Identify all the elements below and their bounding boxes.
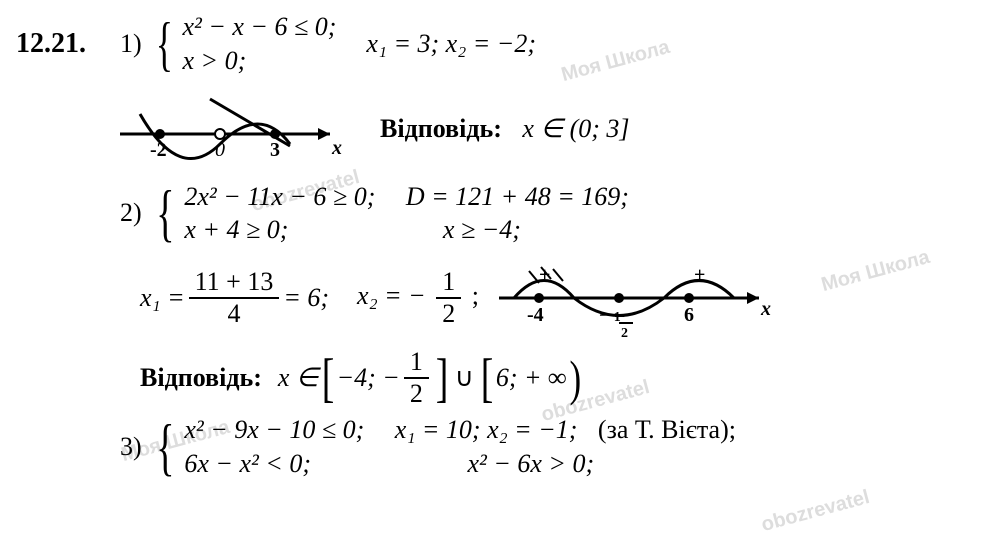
part2-eq1: 2x² − 11x − 6 ≥ 0; (184, 182, 375, 211)
answer-label: Відповідь: (140, 363, 262, 393)
part2-eq2: x + 4 ≥ 0; (184, 215, 288, 244)
svg-text:3: 3 (270, 139, 280, 161)
watermark: obozrevatel (759, 486, 872, 537)
brace-icon: { (156, 431, 174, 463)
part3-note: (за Т. Вієта); (598, 415, 736, 444)
svg-text:x: x (331, 137, 342, 159)
part2-x1-rhs: = 6; (283, 283, 329, 313)
part2-answer-open: x ∈ (278, 363, 319, 393)
svg-text:x: x (760, 298, 771, 320)
part3-number: 3) (120, 432, 142, 462)
brace-icon: { (155, 29, 172, 59)
part2-x1-lhs: x₁ = (140, 283, 185, 313)
part2-disc: D = 121 + 48 = 169; (406, 182, 629, 211)
part1-number: 1) (120, 29, 142, 59)
number-line-diagram-1: -2 0 3 x (120, 84, 350, 174)
part3-system-row: 3) { x² − 9x − 10 ≤ 0; x₁ = 10; x₂ = −1;… (120, 413, 970, 481)
part2-roots-row: x₁ = 11 + 13 4 = 6; x₂ = − 1 2 ; (120, 253, 970, 343)
part2-cond2: x ≥ −4; (443, 215, 521, 244)
part2-answer-a: −4; − (337, 363, 400, 393)
part1-system-row: 1) { x² − x − 6 ≤ 0; x > 0; x₁ = 3; x₂ =… (120, 10, 970, 78)
svg-text:-2: -2 (150, 139, 167, 161)
part1-eq1: x² − x − 6 ≤ 0; (182, 12, 336, 41)
part2-x2-end: ; (472, 281, 479, 310)
part2-x2: x₂ = − (357, 281, 426, 310)
union-icon: ∪ (455, 363, 474, 393)
part3-roots: x₁ = 10; x₂ = −1; (395, 415, 578, 444)
part1-diagram-answer-row: -2 0 3 x Відповідь: x ∈ (0; 3] (120, 84, 970, 174)
part3-eq2: 6x − x² < 0; (184, 449, 311, 478)
part3-eq1: x² − 9x − 10 ≤ 0; (184, 415, 364, 444)
svg-text:0: 0 (215, 139, 225, 161)
svg-text:6: 6 (684, 304, 694, 326)
brace-icon: { (156, 197, 174, 229)
part1-roots: x₁ = 3; x₂ = −2; (366, 29, 536, 59)
svg-text:+: + (539, 264, 550, 286)
problem-number: 12.21. (16, 28, 86, 60)
part1-eq2: x > 0; (182, 46, 246, 75)
part2-number: 2) (120, 198, 142, 228)
part1-answer: x ∈ (0; 3] (522, 114, 629, 143)
svg-text:2: 2 (621, 326, 628, 341)
part2-system-row: 2) { 2x² − 11x − 6 ≥ 0; D = 121 + 48 = 1… (120, 180, 970, 248)
part3-trans: x² − 6x > 0; (468, 449, 595, 478)
part2-x2-num: 1 (436, 269, 461, 299)
part2-x1-den: 4 (189, 299, 280, 327)
svg-text:+: + (694, 264, 705, 286)
part2-answer-b-num: 1 (404, 349, 429, 379)
part2-answer-row: Відповідь: x ∈ [ −4; − 1 2 ] ∪ [ 6; + ∞ … (140, 349, 970, 407)
part2-x2-den: 2 (436, 299, 461, 327)
part2-x1-num: 11 + 13 (189, 269, 280, 299)
content: 1) { x² − x − 6 ≤ 0; x > 0; x₁ = 3; x₂ =… (120, 10, 970, 487)
part2-answer-c: 6; + ∞ (496, 363, 567, 393)
answer-label: Відповідь: (380, 114, 502, 143)
part2-answer-b-den: 2 (404, 379, 429, 407)
svg-text:-4: -4 (527, 304, 544, 326)
number-line-diagram-2: + − + -4 − 1 2 6 x (499, 253, 779, 343)
